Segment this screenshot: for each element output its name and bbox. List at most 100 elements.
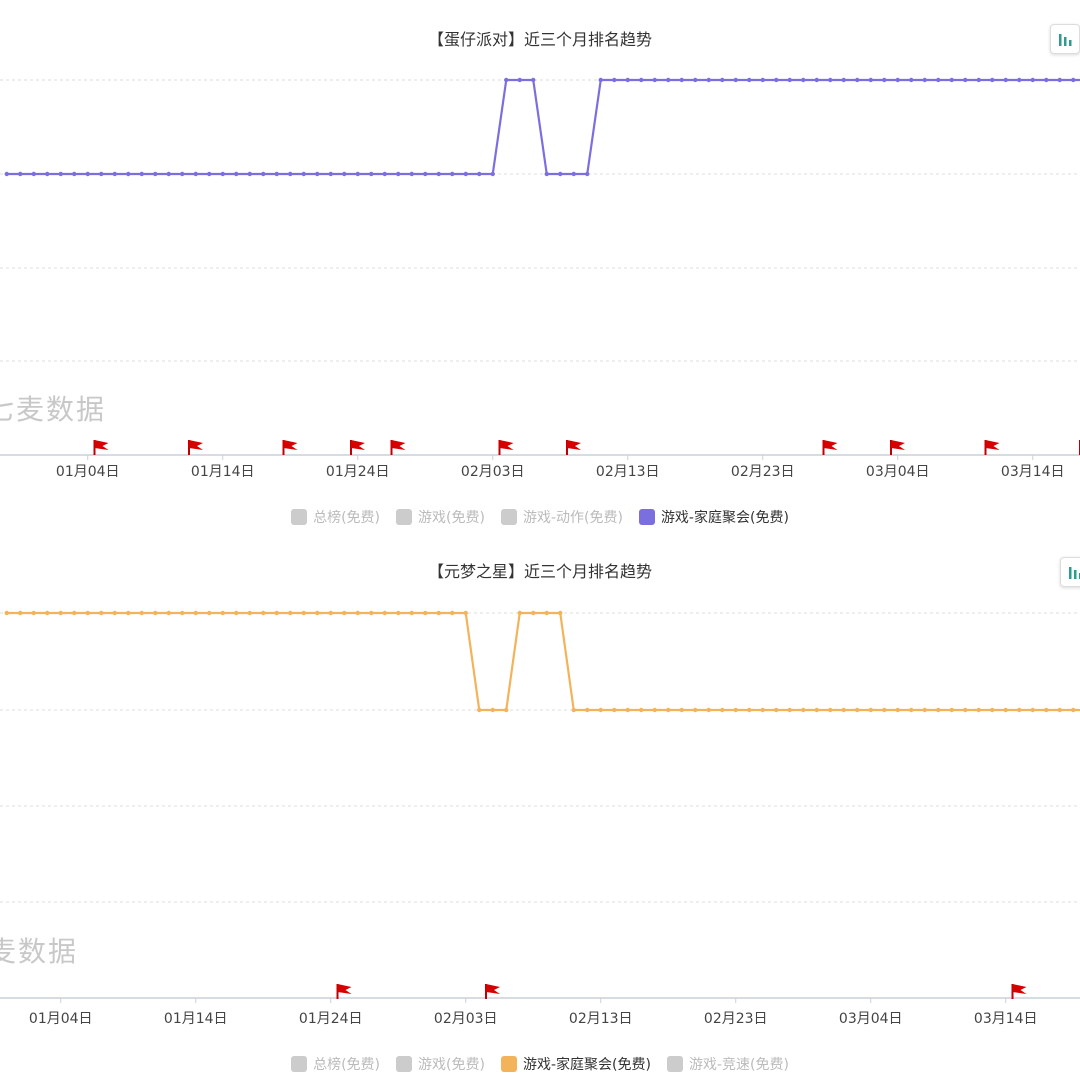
data-point [85,610,90,616]
data-point [328,171,333,177]
event-flag-icon [822,440,838,455]
data-point [639,707,644,713]
data-point [207,171,212,177]
data-point [180,610,185,616]
legend-item[interactable]: 游戏(免费) [396,1054,485,1074]
bar-chart-toggle-button[interactable] [1060,557,1080,587]
data-point [868,77,873,83]
data-point [963,77,968,83]
data-point [396,610,401,616]
x-tick-label: 02月13日 [596,464,660,480]
data-point [1017,707,1022,713]
data-point [220,610,225,616]
x-axis-ticks: 01月04日 01月14日 01月24日 02月03日 02月13日 02月23日 03月0… [29,998,1038,1027]
data-point [760,707,765,713]
data-point [936,77,941,83]
data-point [369,171,374,177]
data-point [558,610,563,616]
legend-swatch [666,1056,683,1072]
watermark: 七麦数据 [0,935,79,968]
event-flag-icon [1011,984,1027,999]
legend-label: 游戏(免费) [418,510,485,526]
data-point [315,171,320,177]
data-point [463,610,468,616]
data-point [301,610,306,616]
x-tick-label: 01月24日 [299,1011,363,1027]
data-point [247,171,252,177]
data-point [612,707,617,713]
data-point [706,707,711,713]
data-point [679,77,684,83]
legend-item[interactable]: 总榜(免费) [291,1054,380,1074]
data-point [126,610,131,616]
chart-legend: 总榜(免费) 游戏(免费) 游戏-动作(免费) 游戏-家庭聚会(免费) [0,507,1080,527]
legend-item[interactable]: 游戏-动作(免费) [500,507,623,527]
data-point [828,77,833,83]
data-point [720,77,725,83]
legend-swatch [396,509,413,525]
data-point [922,77,927,83]
data-point [895,77,900,83]
data-point [288,171,293,177]
legend-item[interactable]: 游戏(免费) [396,507,485,527]
data-point [99,171,104,177]
data-point [666,77,671,83]
legend-item[interactable]: 游戏-家庭聚会(免费) [638,507,789,527]
data-point [234,610,239,616]
data-point [58,610,63,616]
data-point [166,171,171,177]
data-point [423,610,428,616]
x-tick-label: 02月23日 [731,464,795,480]
data-point [760,77,765,83]
data-point [625,77,630,83]
x-tick-label: 03月04日 [839,1011,903,1027]
x-tick-label: 02月03日 [461,464,525,480]
data-point [747,77,752,83]
event-flag-icon [350,440,365,455]
legend-label: 总榜(免费) [313,1057,381,1073]
data-point [666,707,671,713]
data-point [288,610,293,616]
data-point [801,77,806,83]
x-tick-label: 01月24日 [326,464,390,480]
x-tick-label: 03月04日 [866,464,930,480]
data-point [220,171,225,177]
data-point [45,171,50,177]
data-point [544,171,549,177]
legend-item[interactable]: 游戏-竞速(免费) [666,1054,789,1074]
data-point [261,171,266,177]
data-point [693,707,698,713]
event-flag-icon [890,440,905,455]
data-point [315,610,320,616]
data-point [652,707,657,713]
data-point [679,707,684,713]
data-point [4,610,9,616]
x-tick-label: 02月23日 [704,1011,768,1027]
data-point [774,707,779,713]
event-flag-icon [188,440,203,455]
chart-title: 【元梦之星】近三个月排名趋势 [427,562,652,581]
data-point [814,707,819,713]
event-flag-icon [984,440,1000,455]
data-point [922,707,927,713]
data-point [139,171,144,177]
data-point [720,707,725,713]
data-point [18,610,23,616]
data-point [585,171,590,177]
data-point [31,171,36,177]
legend-label: 游戏-家庭聚会(免费) [660,510,789,526]
x-tick-label: 01月04日 [29,1011,93,1027]
data-point [855,707,860,713]
data-point [112,171,117,177]
data-point [463,171,468,177]
data-point [841,707,846,713]
data-point [207,610,212,616]
legend-item[interactable]: 游戏-家庭聚会(免费) [500,1054,651,1074]
data-point [261,610,266,616]
legend-swatch [291,509,308,525]
data-point [990,77,995,83]
data-point [72,610,77,616]
data-point [490,707,495,713]
x-tick-label: 02月03日 [434,1011,498,1027]
legend-item[interactable]: 总榜(免费) [291,507,380,527]
